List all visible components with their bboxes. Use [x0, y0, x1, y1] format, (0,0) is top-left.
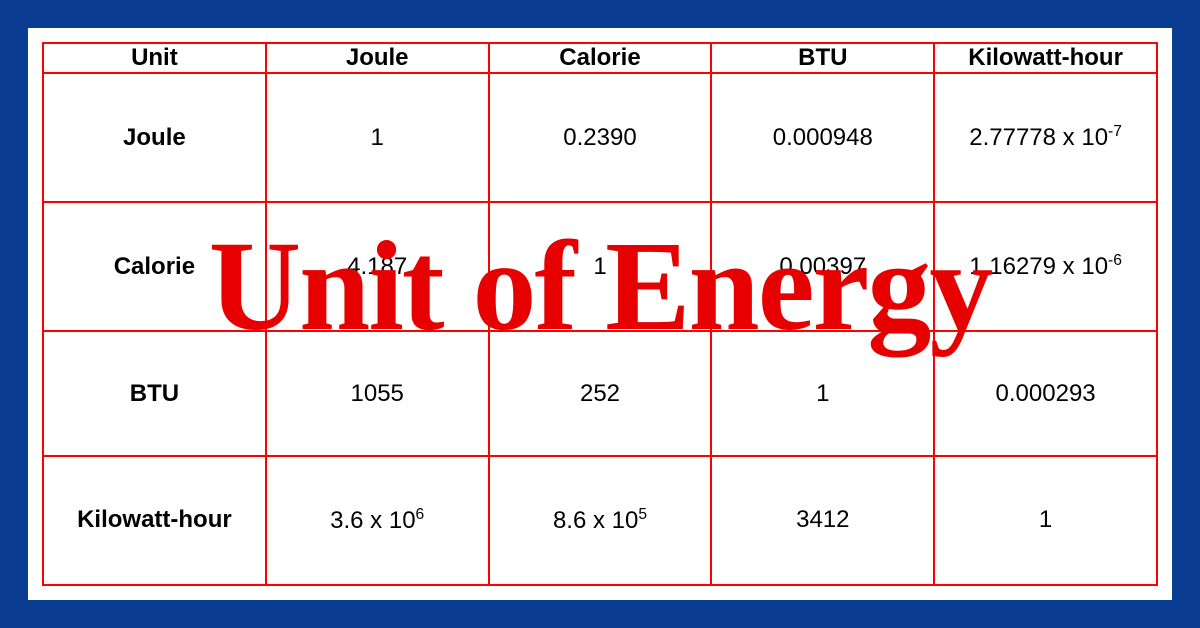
cell: 0.000293	[934, 331, 1157, 456]
cell: 252	[489, 331, 712, 456]
cell: 1	[711, 331, 934, 456]
table-row: Joule 1 0.2390 0.000948 2.77778 x 10-7	[43, 73, 1157, 202]
energy-conversion-table: Unit Joule Calorie BTU Kilowatt-hour Jou…	[42, 42, 1158, 586]
row-label-btu: BTU	[43, 331, 266, 456]
cell: 3412	[711, 456, 934, 585]
cell: 2.77778 x 10-7	[934, 73, 1157, 202]
cell: 0.000948	[711, 73, 934, 202]
cell-base: 1.16279 x 10	[969, 253, 1108, 280]
table-row: BTU 1055 252 1 0.000293	[43, 331, 1157, 456]
cell: 0.00397	[711, 202, 934, 331]
cell: 1	[266, 73, 489, 202]
cell: 1055	[266, 331, 489, 456]
table-row: Calorie 4.187 1 0.00397 1.16279 x 10-6	[43, 202, 1157, 331]
table-header-row: Unit Joule Calorie BTU Kilowatt-hour	[43, 43, 1157, 73]
cell-base: 3.6 x 10	[330, 507, 415, 534]
row-label-joule: Joule	[43, 73, 266, 202]
cell: 4.187	[266, 202, 489, 331]
inner-frame: Unit Joule Calorie BTU Kilowatt-hour Jou…	[28, 28, 1172, 600]
col-header-joule: Joule	[266, 43, 489, 73]
cell: 1	[489, 202, 712, 331]
col-header-calorie: Calorie	[489, 43, 712, 73]
cell-sup: -6	[1108, 252, 1122, 269]
outer-frame: Unit Joule Calorie BTU Kilowatt-hour Jou…	[0, 0, 1200, 628]
col-header-btu: BTU	[711, 43, 934, 73]
cell-sup: -7	[1108, 123, 1122, 140]
cell: 3.6 x 106	[266, 456, 489, 585]
cell: 1.16279 x 10-6	[934, 202, 1157, 331]
table-row: Kilowatt-hour 3.6 x 106 8.6 x 105 3412 1	[43, 456, 1157, 585]
cell: 8.6 x 105	[489, 456, 712, 585]
table-body: Joule 1 0.2390 0.000948 2.77778 x 10-7 C…	[43, 73, 1157, 585]
cell-base: 2.77778 x 10	[969, 124, 1108, 151]
row-label-kilowatt-hour: Kilowatt-hour	[43, 456, 266, 585]
cell: 1	[934, 456, 1157, 585]
cell-sup: 5	[638, 506, 647, 523]
cell: 0.2390	[489, 73, 712, 202]
cell-sup: 6	[416, 506, 425, 523]
col-header-kilowatt-hour: Kilowatt-hour	[934, 43, 1157, 73]
row-label-calorie: Calorie	[43, 202, 266, 331]
col-header-unit: Unit	[43, 43, 266, 73]
cell-base: 8.6 x 10	[553, 507, 638, 534]
